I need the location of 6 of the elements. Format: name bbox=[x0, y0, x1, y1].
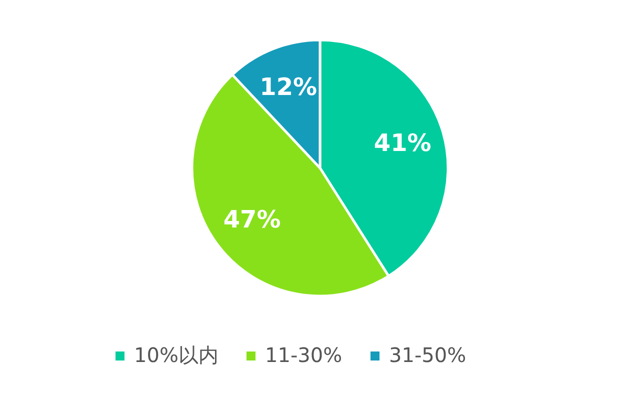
legend-label: 31-50% bbox=[389, 343, 466, 367]
data-label: 47% bbox=[223, 206, 281, 234]
legend-label: 11-30% bbox=[265, 343, 342, 367]
data-label: 12% bbox=[260, 73, 318, 102]
legend-label: 10%以内 bbox=[134, 343, 218, 367]
data-label: 41% bbox=[374, 129, 432, 158]
